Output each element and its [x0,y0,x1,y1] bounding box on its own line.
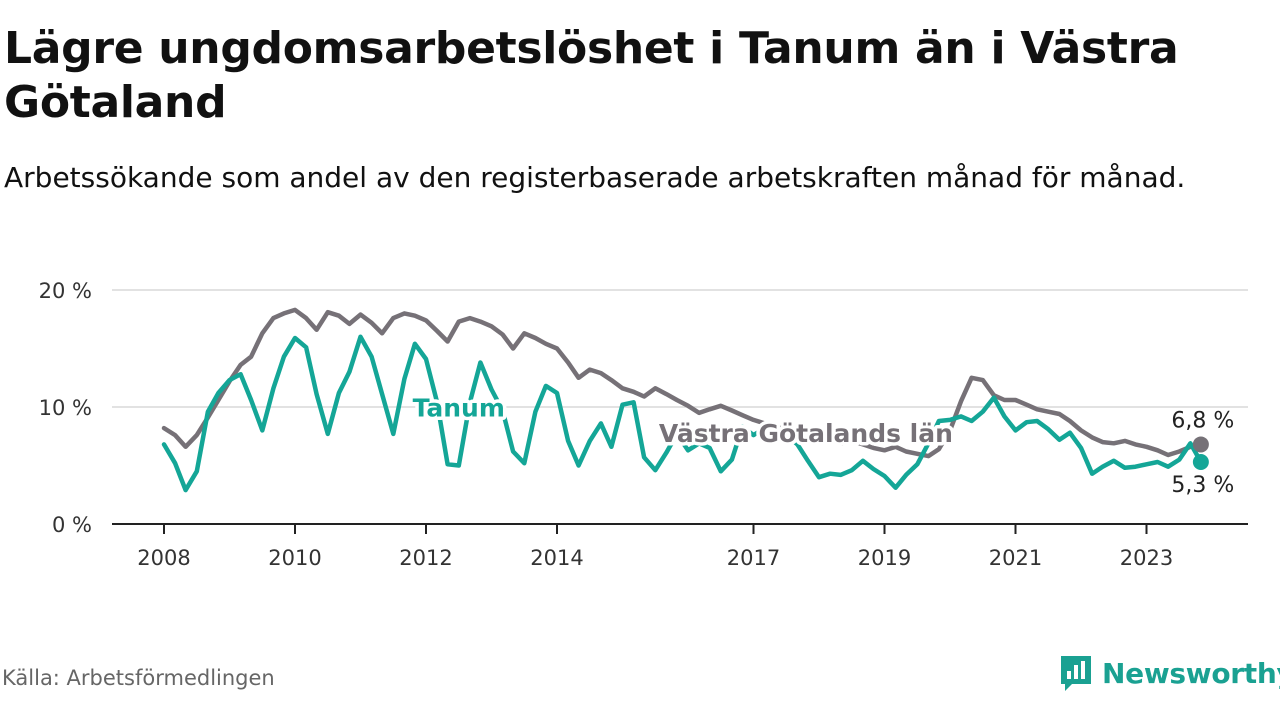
chart-subtitle: Arbetssökande som andel av den registerb… [4,161,1186,194]
chart-title: Lägre ungdomsarbetslöshet i Tanum än i V… [4,23,1179,128]
series-label-v-stra-g-talands-l-n: Västra Götalands län [659,419,953,448]
y-tick-label: 20 % [39,279,92,303]
end-value-label-v-stra-g-talands-l-n: 6,8 % [1171,408,1234,433]
end-point-tanum [1192,453,1209,470]
x-tick-label: 2017 [727,546,780,570]
x-tick-label: 2019 [858,546,911,570]
x-tick-label: 2014 [530,546,583,570]
x-tick-label: 2008 [137,546,190,570]
grid-layer: 0 % 10 % 20 % 2008 2010 2012 2014 2017 2019 2021 2… [39,279,1248,570]
series-line-tanum [161,334,1204,493]
label-layer: Västra Götalands län Tanum 6,8 % 5,3 % [409,390,1237,501]
y-tick-label: 10 % [39,396,92,420]
line-chart: 0 % 10 % 20 % 2008 2010 2012 2014 2017 2019 2021 2… [39,279,1248,570]
brand-logo[interactable]: Newsworthy [1058,652,1280,694]
brand-name: Newsworthy [1102,656,1280,690]
series-label-tanum: Tanum [413,393,505,422]
end-value-label-tanum: 5,3 % [1171,473,1234,498]
newsworthy-logo-icon [1061,656,1091,691]
x-tick-label: 2021 [989,546,1042,570]
x-tick-label: 2010 [268,546,321,570]
source-note: Källa: Arbetsförmedlingen [2,666,275,690]
y-tick-label: 0 % [52,513,92,537]
series-layer [161,307,1209,493]
end-point-v-stra-g-talands-l-n [1192,436,1209,453]
series-line-v-stra-g-talands-l-n [161,307,1204,459]
x-tick-label: 2012 [399,546,452,570]
x-tick-label: 2023 [1120,546,1173,570]
